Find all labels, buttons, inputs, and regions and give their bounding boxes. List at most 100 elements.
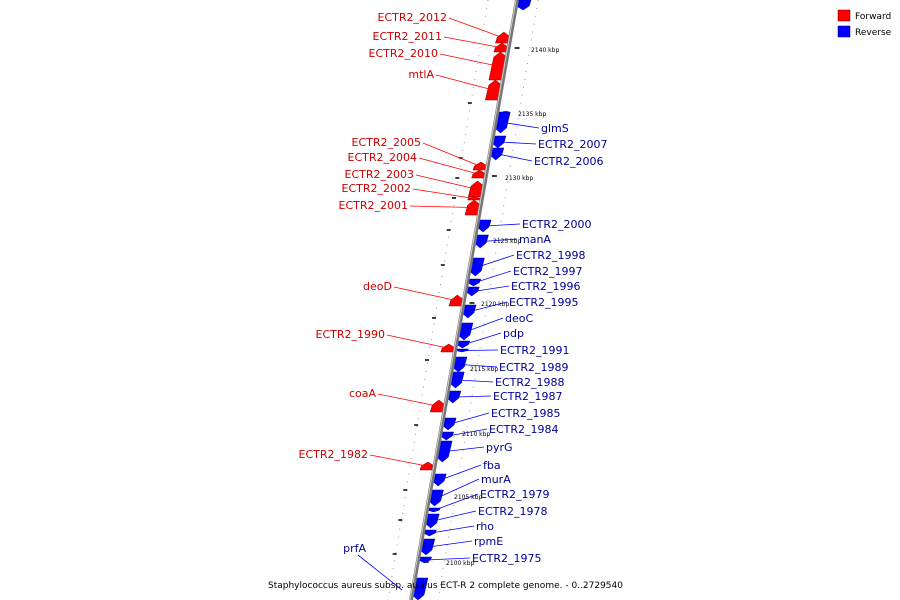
reverse-gene-label: ECTR2_1997: [513, 265, 583, 278]
reverse-gene-label: rho: [476, 520, 494, 533]
reverse-gene-label: fba: [483, 459, 501, 472]
leader-line: [443, 36, 501, 48]
map-caption: Staphylococcus aureus subsp. aureus ECT-…: [268, 581, 623, 591]
legend: Forward Reverse: [837, 9, 892, 38]
leader-line: [432, 510, 477, 522]
forward-gene-label: ECTR2_2002: [342, 182, 412, 195]
reverse-gene-label: rpmE: [474, 535, 503, 548]
leader-line: [428, 540, 473, 548]
forward-gene-label: ECTR2_2004: [348, 151, 418, 164]
forward-gene-label: ECTR2_2005: [352, 136, 422, 149]
reverse-gene-label: pdp: [503, 327, 524, 340]
leader-line: [434, 493, 479, 511]
reverse-gene-label: prfA: [343, 542, 366, 555]
leader-line: [464, 332, 502, 345]
leader-line: [497, 153, 533, 162]
leader-line: [439, 53, 498, 67]
reverse-gene-label: ECTR2_2000: [522, 218, 592, 231]
forward-gene-label: ECTR2_2011: [373, 30, 443, 43]
tick-label: 2105 kbp: [454, 494, 482, 501]
reverse-gene-label: manA: [519, 233, 551, 246]
reverse-gene-label: ECTR2_1979: [480, 488, 550, 501]
tick-label: 2100 kbp: [446, 560, 474, 567]
leader-line: [485, 223, 521, 227]
leader-line: [457, 379, 494, 383]
tick-label: 2120 kbp: [481, 301, 509, 308]
leader-line: [447, 428, 488, 437]
reverse-gene-label: ECTR2_1975: [472, 552, 542, 565]
gene-labels: ECTR2_2012 ECTR2_2011 ECTR2_2010 mtlA ECTR2_…: [299, 11, 608, 591]
leader-line: [466, 317, 504, 332]
legend-swatch-forward: [837, 9, 851, 22]
reverse-gene-label: ECTR2_1985: [491, 407, 561, 420]
leader-line: [393, 286, 456, 301]
leader-line: [463, 349, 499, 351]
leader-line: [482, 238, 518, 242]
leader-line: [436, 478, 480, 499]
forward-gene-label: ECTR2_1990: [316, 328, 386, 341]
leader-line: [460, 364, 498, 368]
leader-line: [386, 334, 448, 349]
tick-labels: 2140 kbp 2135 kbp 2130 kbp 2125 kbp 2120…: [446, 47, 559, 567]
leader-line: [440, 464, 482, 481]
forward-gene-label: ECTR2_2012: [378, 11, 448, 24]
leader-line: [415, 174, 476, 190]
tick-label: 2135 kbp: [518, 111, 546, 118]
tick-label: 2115 kbp: [470, 366, 498, 373]
leader-line: [503, 122, 540, 129]
reverse-gene-label: ECTR2_1978: [478, 505, 548, 518]
reverse-gene-label: murA: [481, 473, 511, 486]
leader-line: [445, 446, 485, 452]
reverse-gene-label: ECTR2_2007: [538, 138, 608, 151]
legend-label-forward: Forward: [855, 12, 891, 22]
forward-gene-label: coaA: [349, 387, 377, 400]
leader-line: [430, 525, 475, 534]
forward-gene-label: ECTR2_2010: [369, 47, 439, 60]
reverse-gene-label: ECTR2_1989: [499, 361, 569, 374]
reverse-gene-label: ECTR2_1996: [511, 280, 581, 293]
forward-gene-label: ECTR2_1982: [299, 448, 369, 461]
reverse-gene-label: ECTR2_1998: [516, 249, 586, 262]
tick-label: 2140 kbp: [531, 47, 559, 54]
leader-line: [474, 270, 512, 283]
forward-gene-label: ECTR2_2001: [339, 199, 409, 212]
leader-line: [448, 17, 503, 38]
reverse-gene-label: deoC: [505, 312, 533, 325]
legend-swatch-reverse: [837, 25, 851, 38]
guide-line-left: [387, 0, 489, 600]
leader-line: [418, 157, 479, 175]
legend-label-reverse: Reverse: [855, 28, 892, 38]
leader-line: [412, 188, 474, 199]
leader-line: [499, 141, 537, 145]
forward-gene-label: ECTR2_2003: [345, 168, 415, 181]
reverse-gene-label: ECTR2_1988: [495, 376, 565, 389]
leader-line: [422, 142, 480, 167]
tick-label: 2125 kbp: [493, 238, 521, 245]
guide-line-right: [437, 0, 539, 600]
genome-backbone-highlight: [409, 0, 517, 600]
leader-line: [477, 254, 515, 268]
reverse-gene-label: ECTR2_1984: [489, 423, 559, 436]
reverse-gene-label: pyrG: [486, 441, 513, 454]
leader-line: [454, 395, 492, 398]
leader-line: [426, 557, 471, 561]
reverse-gene-label: glmS: [541, 122, 569, 135]
leader-line: [469, 301, 508, 312]
gene-features: [411, 0, 532, 600]
tick-label: 2110 kbp: [462, 431, 490, 438]
leader-line: [369, 454, 427, 467]
forward-gene-label: mtlA: [408, 68, 434, 81]
reverse-gene-label: ECTR2_1987: [493, 390, 563, 403]
leader-line: [409, 205, 473, 208]
reverse-gene-label: ECTR2_1995: [509, 296, 579, 309]
genome-backbone: [409, 0, 519, 600]
leader-line: [473, 285, 510, 292]
reverse-gene-label: ECTR2_2006: [534, 155, 604, 168]
leader-line: [435, 74, 494, 91]
leader-line: [377, 393, 438, 407]
reverse-gene-feature: [422, 529, 437, 537]
reverse-gene-label: ECTR2_1991: [500, 344, 570, 357]
forward-gene-label: deoD: [363, 280, 392, 293]
leader-line: [449, 412, 490, 425]
